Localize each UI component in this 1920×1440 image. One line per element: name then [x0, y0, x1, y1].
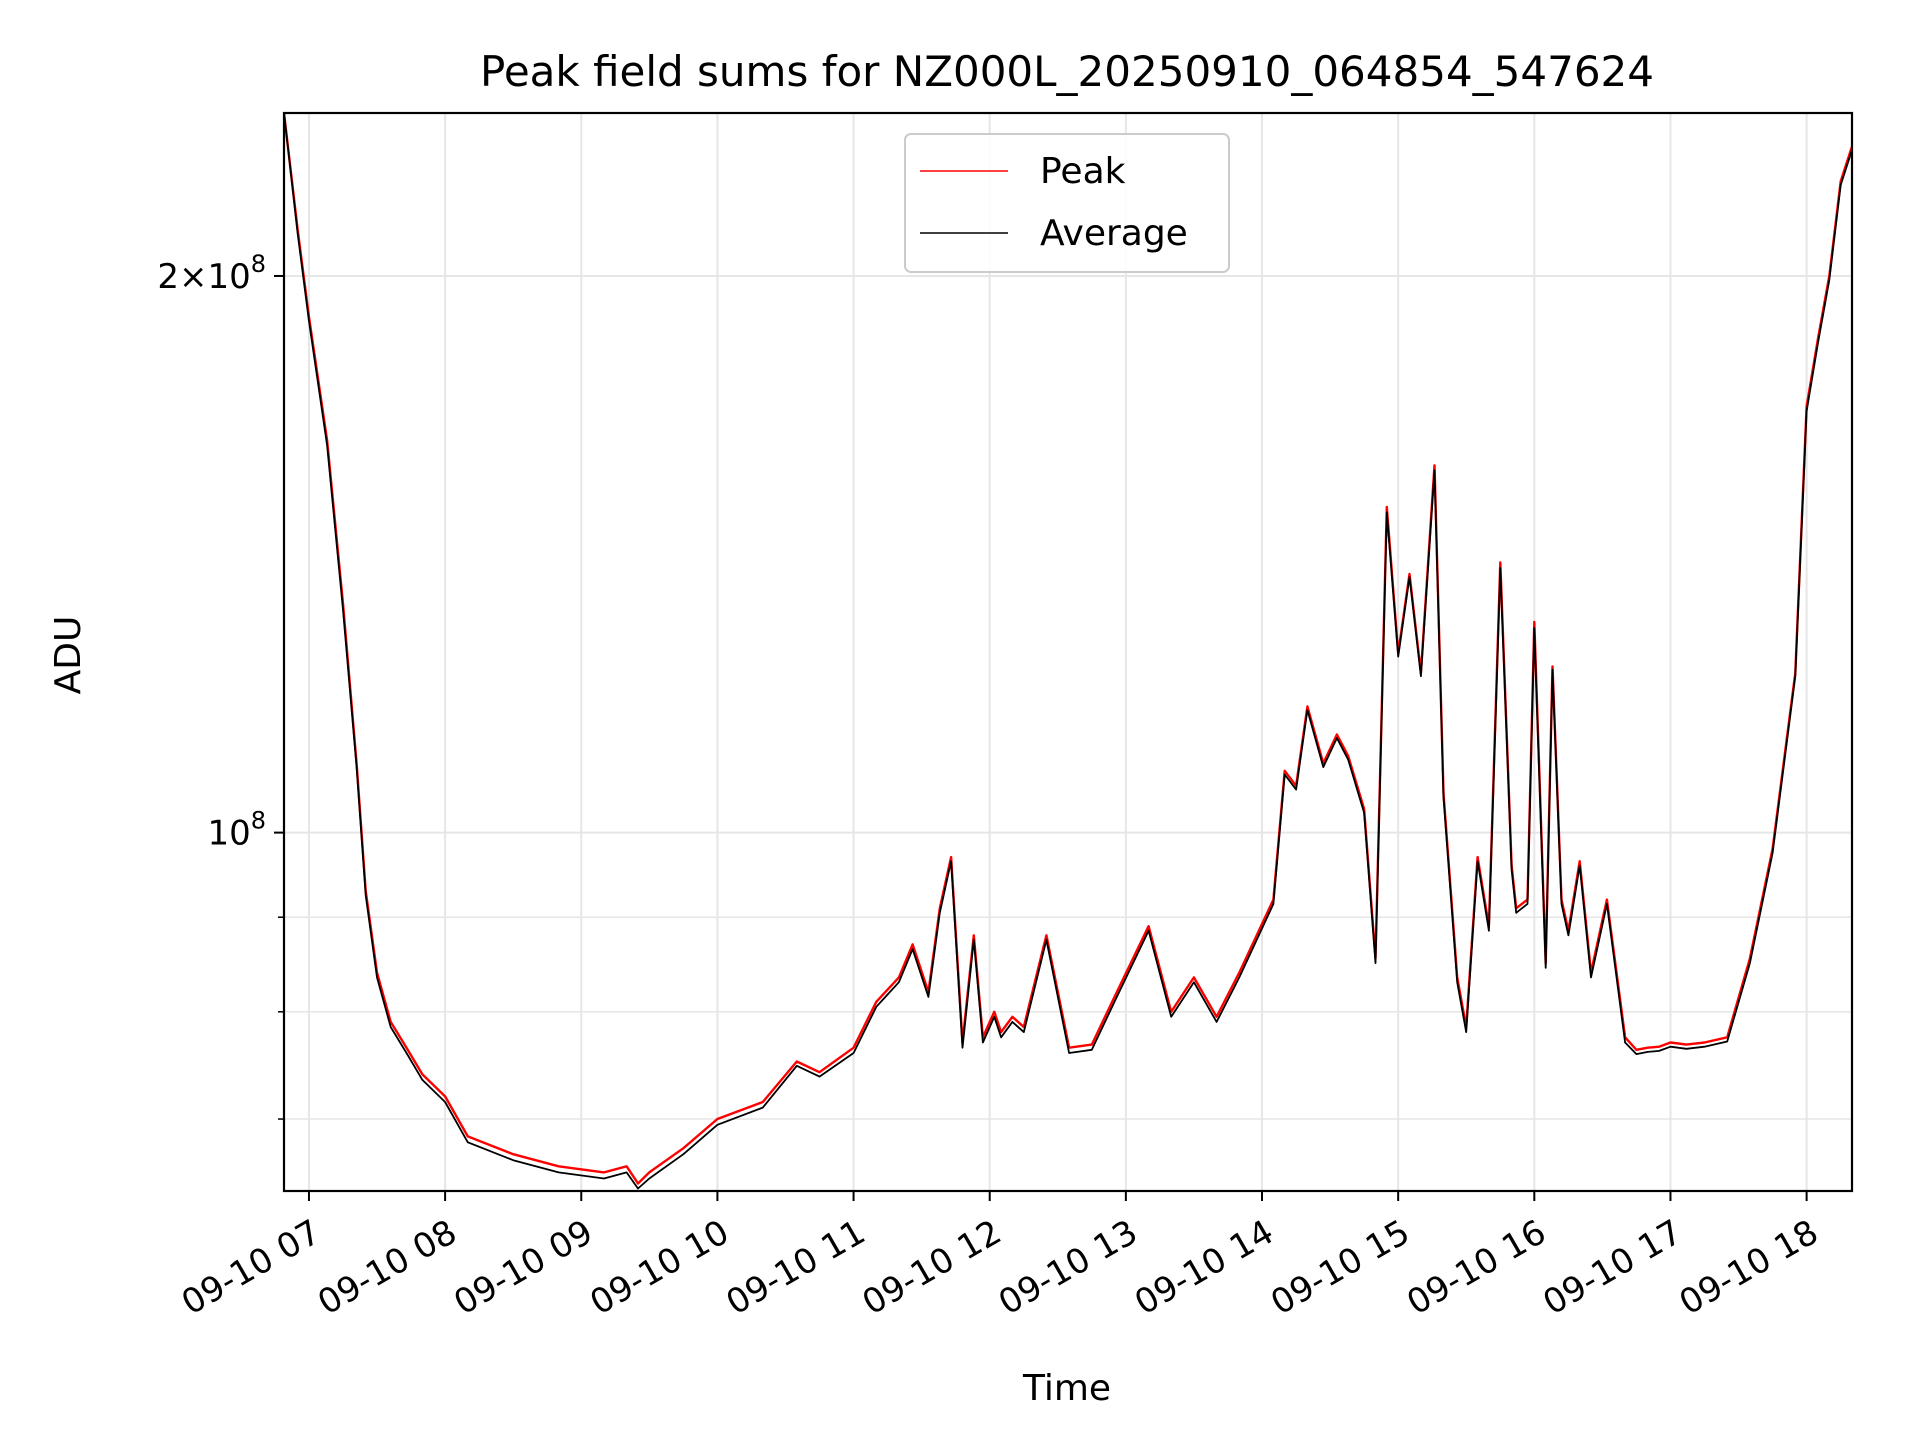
y-tick-label: 108: [207, 807, 266, 854]
legend-label-peak: Peak: [1040, 151, 1126, 192]
axes-frame: [282, 111, 1854, 1193]
plot-area: [284, 113, 1852, 1190]
y-axis: 108 2×108: [157, 250, 284, 1120]
legend-label-average: Average: [1040, 213, 1188, 254]
series-line-average: [284, 113, 1852, 1190]
x-axis-label: Time: [1022, 1368, 1111, 1409]
chart-title: Peak field sums for NZ000L_20250910_0648…: [480, 47, 1654, 96]
legend-box: [904, 133, 1230, 273]
y-axis-label: ADU: [48, 616, 89, 695]
y-tick-label: 2×108: [157, 250, 266, 297]
legend: Peak Average: [904, 133, 1230, 273]
